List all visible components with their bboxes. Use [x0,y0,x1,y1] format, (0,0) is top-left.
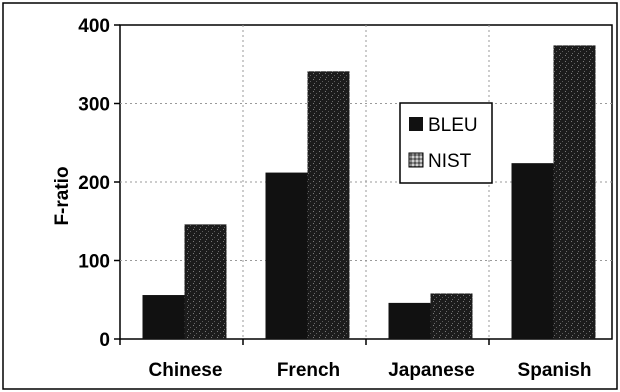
x-tick-label-spanish: Spanish [518,360,592,381]
bar-bleu-chinese [142,295,185,339]
bar-nist-spanish [553,45,596,339]
legend-label-bleu: BLEU [428,115,478,136]
legend-swatch-bleu [409,117,423,131]
y-tick-label: 200 [78,173,110,194]
bars [142,45,596,339]
y-axis: 0 100 200 300 400 [78,16,120,351]
bar-nist-french [307,71,350,339]
bar-bleu-french [265,172,308,339]
legend: BLEU NIST [399,102,493,184]
legend-box [399,102,493,184]
legend-swatch-nist [408,152,424,168]
x-tick-label-japanese: Japanese [388,360,475,381]
y-tick-label: 400 [78,16,110,37]
x-axis: Chinese French Japanese Spanish [119,339,592,381]
bar-nist-chinese [184,224,227,339]
legend-label-nist: NIST [428,151,472,172]
bar-nist-japanese [430,293,473,339]
y-axis-title: F-ratio [52,166,73,225]
y-tick-label: 100 [78,252,110,273]
bar-bleu-japanese [388,302,431,339]
x-tick-label-french: French [277,360,340,381]
x-tick-label-chinese: Chinese [149,360,223,381]
y-tick-label: 300 [78,95,110,116]
y-tick-label: 0 [99,330,110,351]
bar-bleu-spanish [511,163,554,339]
